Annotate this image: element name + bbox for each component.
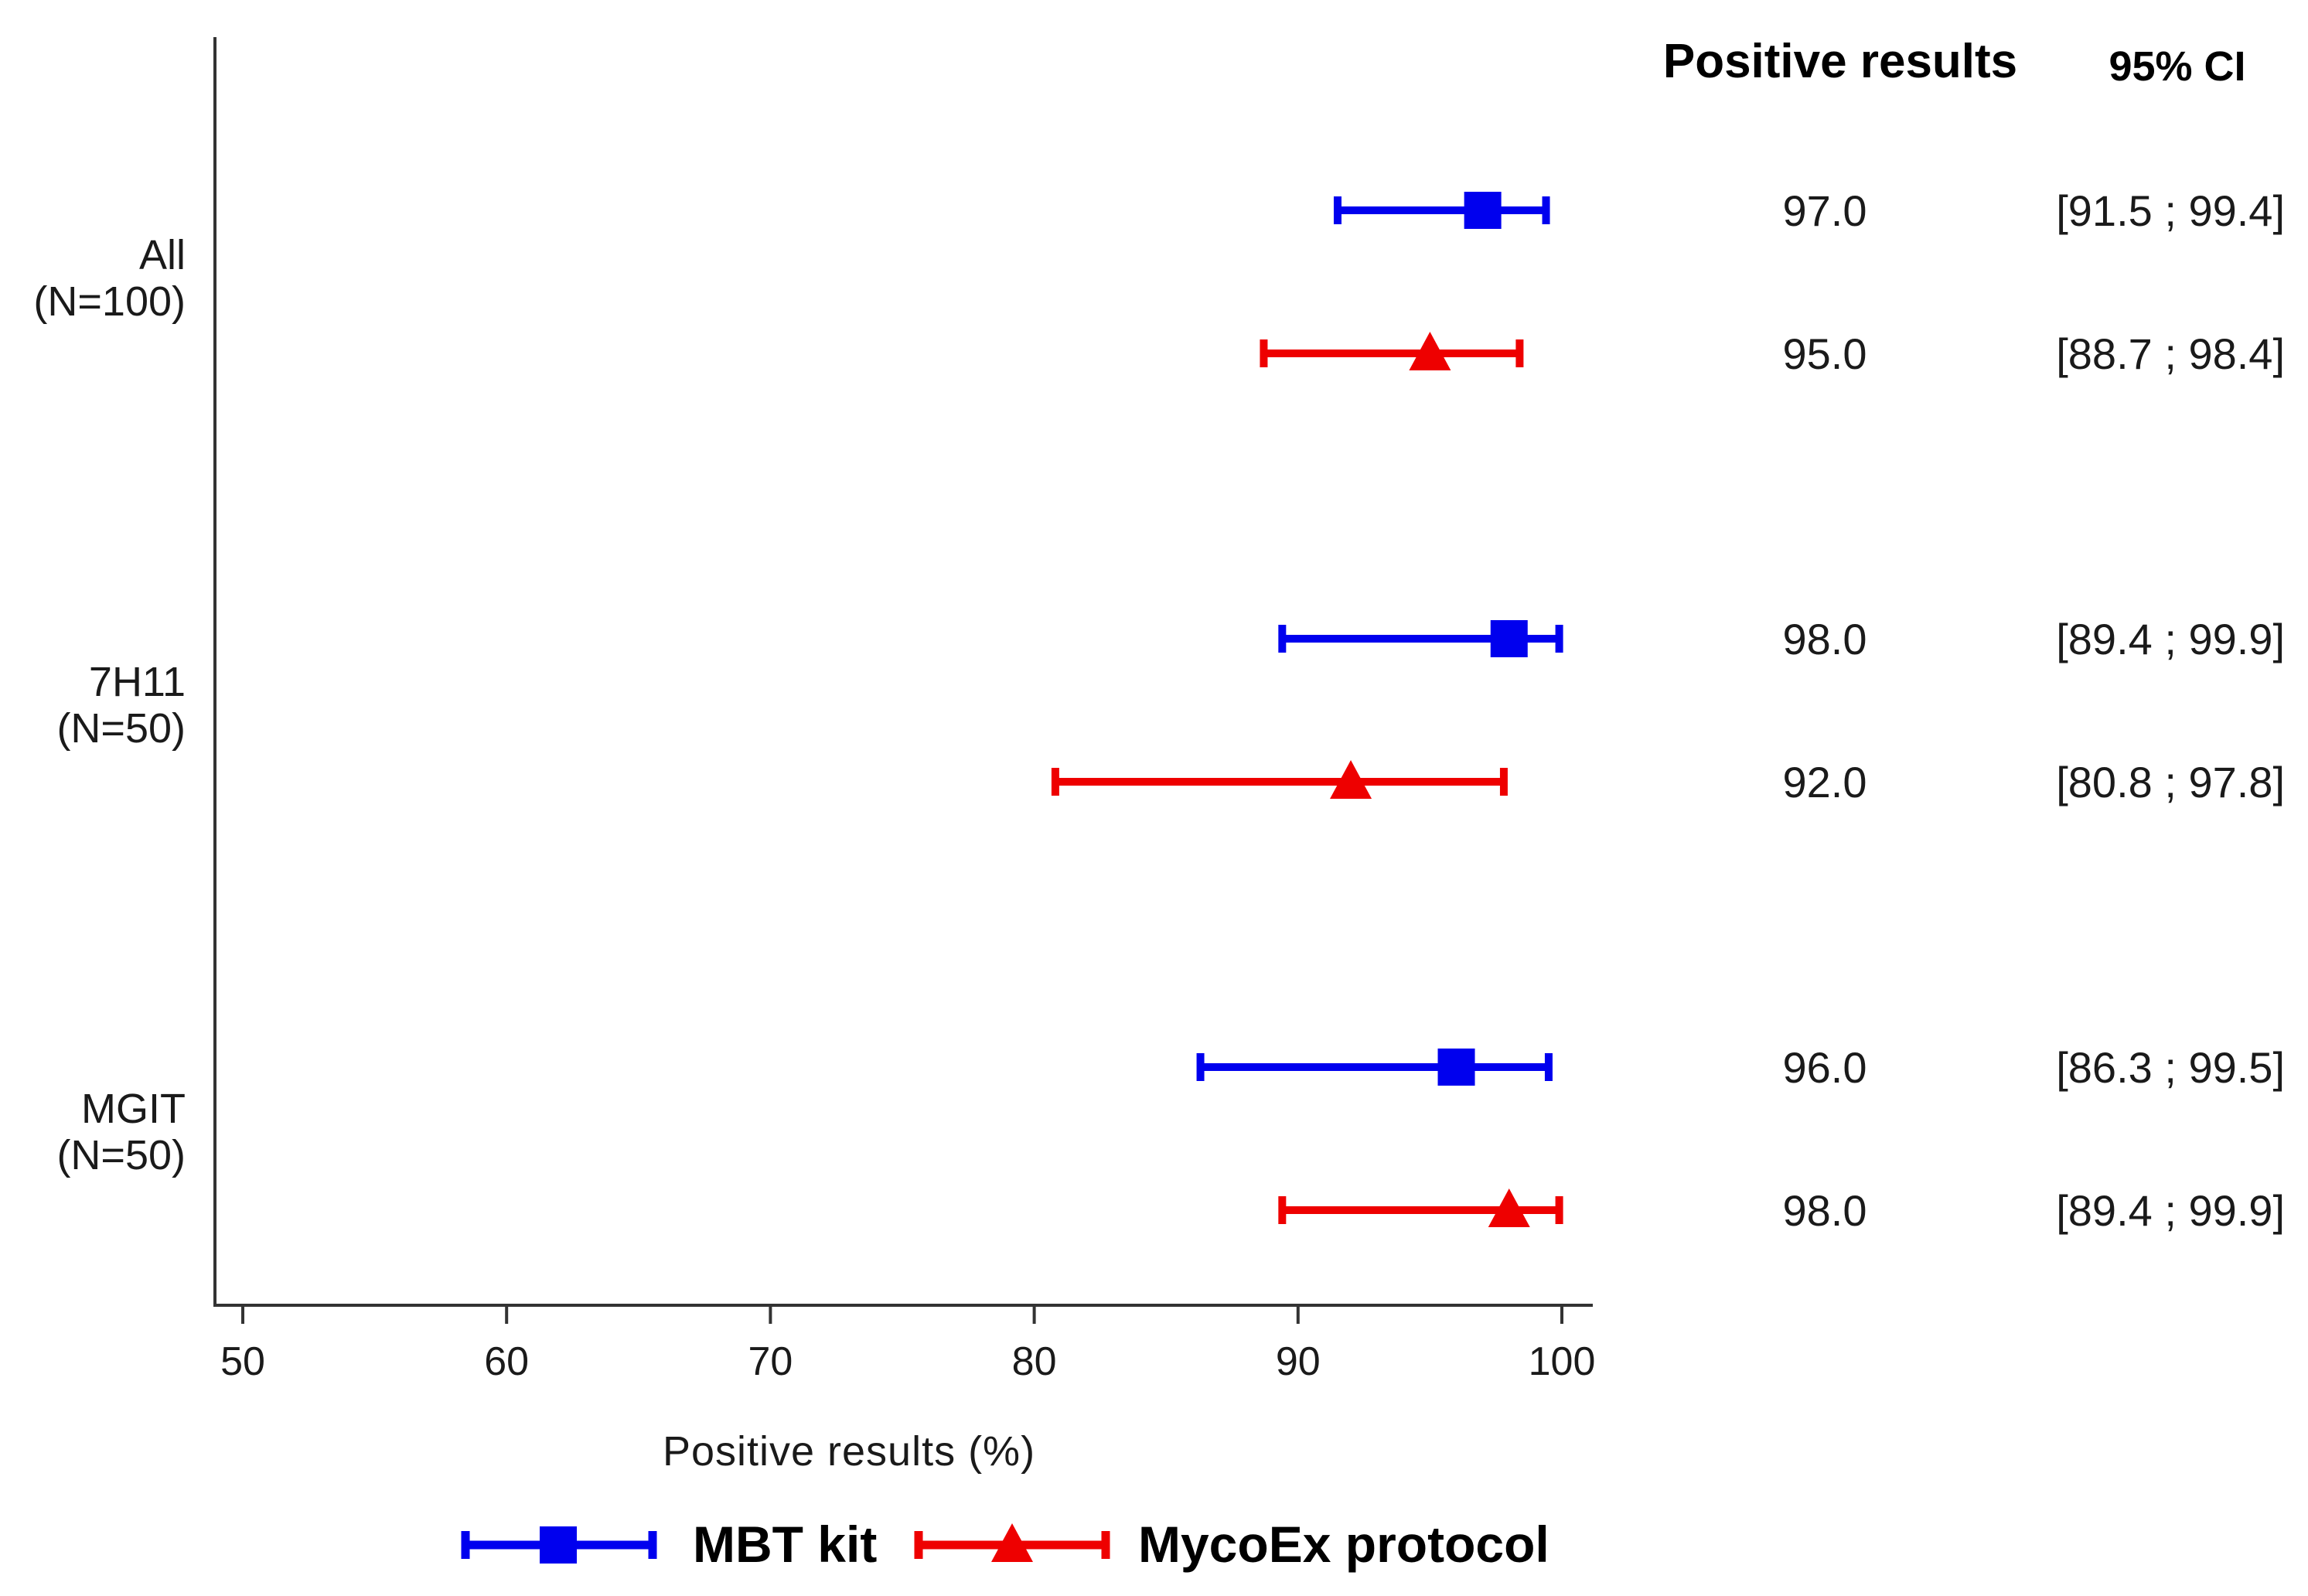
group-label-all: All — [139, 232, 186, 278]
ci-label-g0-mycoex: [88.7 ; 98.4] — [2056, 329, 2285, 378]
legend-mycoex-triangle-marker — [991, 1523, 1033, 1562]
value-label-g2-mbt: 96.0 — [1783, 1043, 1867, 1092]
group-label-mgit: MGIT — [81, 1086, 186, 1132]
ci-label-g1-mbt: [89.4 ; 99.9] — [2056, 615, 2285, 663]
value-label-g1-mbt: 98.0 — [1783, 615, 1867, 663]
x-tick-label-70: 70 — [748, 1339, 793, 1384]
value-label-g0-mbt: 97.0 — [1783, 186, 1867, 235]
x-axis-ticks: 50 60 70 80 90 100 — [220, 1305, 1595, 1384]
group-label-all-n: (N=100) — [33, 278, 186, 325]
header-positive-results: Positive results — [1663, 35, 2017, 88]
point-square-g0-mbt — [1464, 192, 1502, 229]
legend-mbt-label: MBT kit — [693, 1516, 877, 1573]
point-square-g1-mbt — [1490, 620, 1528, 657]
point-triangle-g0-mycoex — [1409, 332, 1451, 370]
ci-label-g1-mycoex: [80.8 ; 97.8] — [2056, 758, 2285, 807]
group-label-7h11: 7H11 — [89, 659, 186, 705]
ci-label-g2-mycoex: [89.4 ; 99.9] — [2056, 1186, 2285, 1235]
x-tick-label-90: 90 — [1276, 1339, 1321, 1384]
x-axis-title: Positive results (%) — [663, 1428, 1035, 1475]
x-tick-label-100: 100 — [1529, 1339, 1596, 1384]
point-square-g2-mbt — [1437, 1049, 1475, 1086]
header-95-ci: 95% CI — [2109, 43, 2245, 90]
ci-label-g2-mbt: [86.3 ; 99.5] — [2056, 1043, 2285, 1092]
point-triangle-g1-mycoex — [1330, 760, 1372, 799]
x-tick-label-80: 80 — [1012, 1339, 1057, 1384]
legend: MBT kit MycoEx protocol — [461, 1516, 1549, 1573]
group-label-mgit-n: (N=50) — [56, 1132, 186, 1178]
legend-mbt-square-marker — [540, 1526, 577, 1564]
value-label-g2-mycoex: 98.0 — [1783, 1186, 1867, 1235]
ci-label-g0-mbt: [91.5 ; 99.4] — [2056, 186, 2285, 235]
x-tick-label-50: 50 — [220, 1339, 265, 1384]
legend-mycoex-label: MycoEx protocol — [1138, 1516, 1549, 1573]
forest-rows: 97.0 [91.5 ; 99.4] 95.0 [88.7 ; 98.4] 98.0 [8… — [1051, 186, 2285, 1235]
x-tick-label-60: 60 — [484, 1339, 529, 1384]
group-label-7h11-n: (N=50) — [56, 705, 186, 752]
value-label-g0-mycoex: 95.0 — [1783, 329, 1867, 378]
point-triangle-g2-mycoex — [1488, 1188, 1530, 1227]
value-label-g1-mycoex: 92.0 — [1783, 758, 1867, 807]
